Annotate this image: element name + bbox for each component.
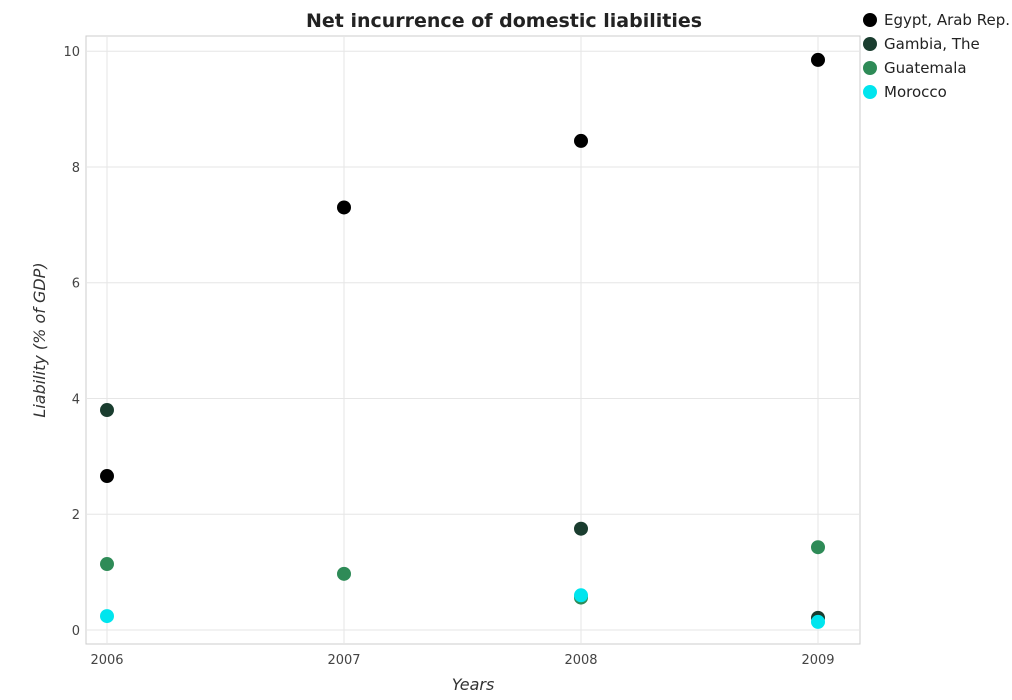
y-tick-label: 2: [72, 508, 80, 523]
data-point: [574, 133, 588, 148]
legend-marker: [863, 85, 877, 99]
y-tick-label: 10: [63, 45, 80, 60]
data-point: [100, 609, 114, 624]
y-tick-label: 8: [72, 161, 80, 176]
x-axis: 2006 2007 2008 2009: [90, 653, 834, 668]
x-tick-label: 2009: [801, 653, 834, 668]
chart-title: Net incurrence of domestic liabilities: [306, 10, 702, 32]
data-point: [100, 403, 114, 418]
data-point: [574, 521, 588, 536]
data-points: [100, 52, 825, 629]
x-tick-label: 2007: [327, 653, 360, 668]
legend: Egypt, Arab Rep. Gambia, The Guatemala Moro…: [863, 11, 1010, 101]
y-tick-label: 6: [72, 277, 80, 292]
legend-entry: Guatemala: [884, 59, 967, 77]
data-point: [811, 52, 825, 67]
data-point: [811, 614, 825, 629]
plot-background: [85, 35, 861, 645]
data-point: [574, 588, 588, 603]
data-point: [811, 540, 825, 555]
legend-entry: Morocco: [884, 83, 947, 101]
legend-marker: [863, 61, 877, 75]
data-point: [100, 469, 114, 484]
data-point: [337, 200, 351, 215]
y-tick-label: 0: [72, 624, 80, 639]
y-axis-label: Liability (% of GDP): [30, 262, 49, 417]
x-axis-label: Years: [452, 675, 495, 694]
legend-entry: Egypt, Arab Rep.: [884, 11, 1010, 29]
legend-marker: [863, 13, 877, 27]
data-point: [100, 557, 114, 572]
legend-marker: [863, 37, 877, 51]
legend-entry: Gambia, The: [884, 35, 980, 53]
x-tick-label: 2008: [564, 653, 597, 668]
y-tick-label: 4: [72, 392, 80, 407]
y-axis: 0 2 4 6 8 10: [63, 45, 80, 639]
plot-area: 0 2 4 6 8 10 2006 2007 2008 2009: [63, 35, 861, 668]
x-tick-label: 2006: [90, 653, 123, 668]
data-point: [337, 566, 351, 581]
